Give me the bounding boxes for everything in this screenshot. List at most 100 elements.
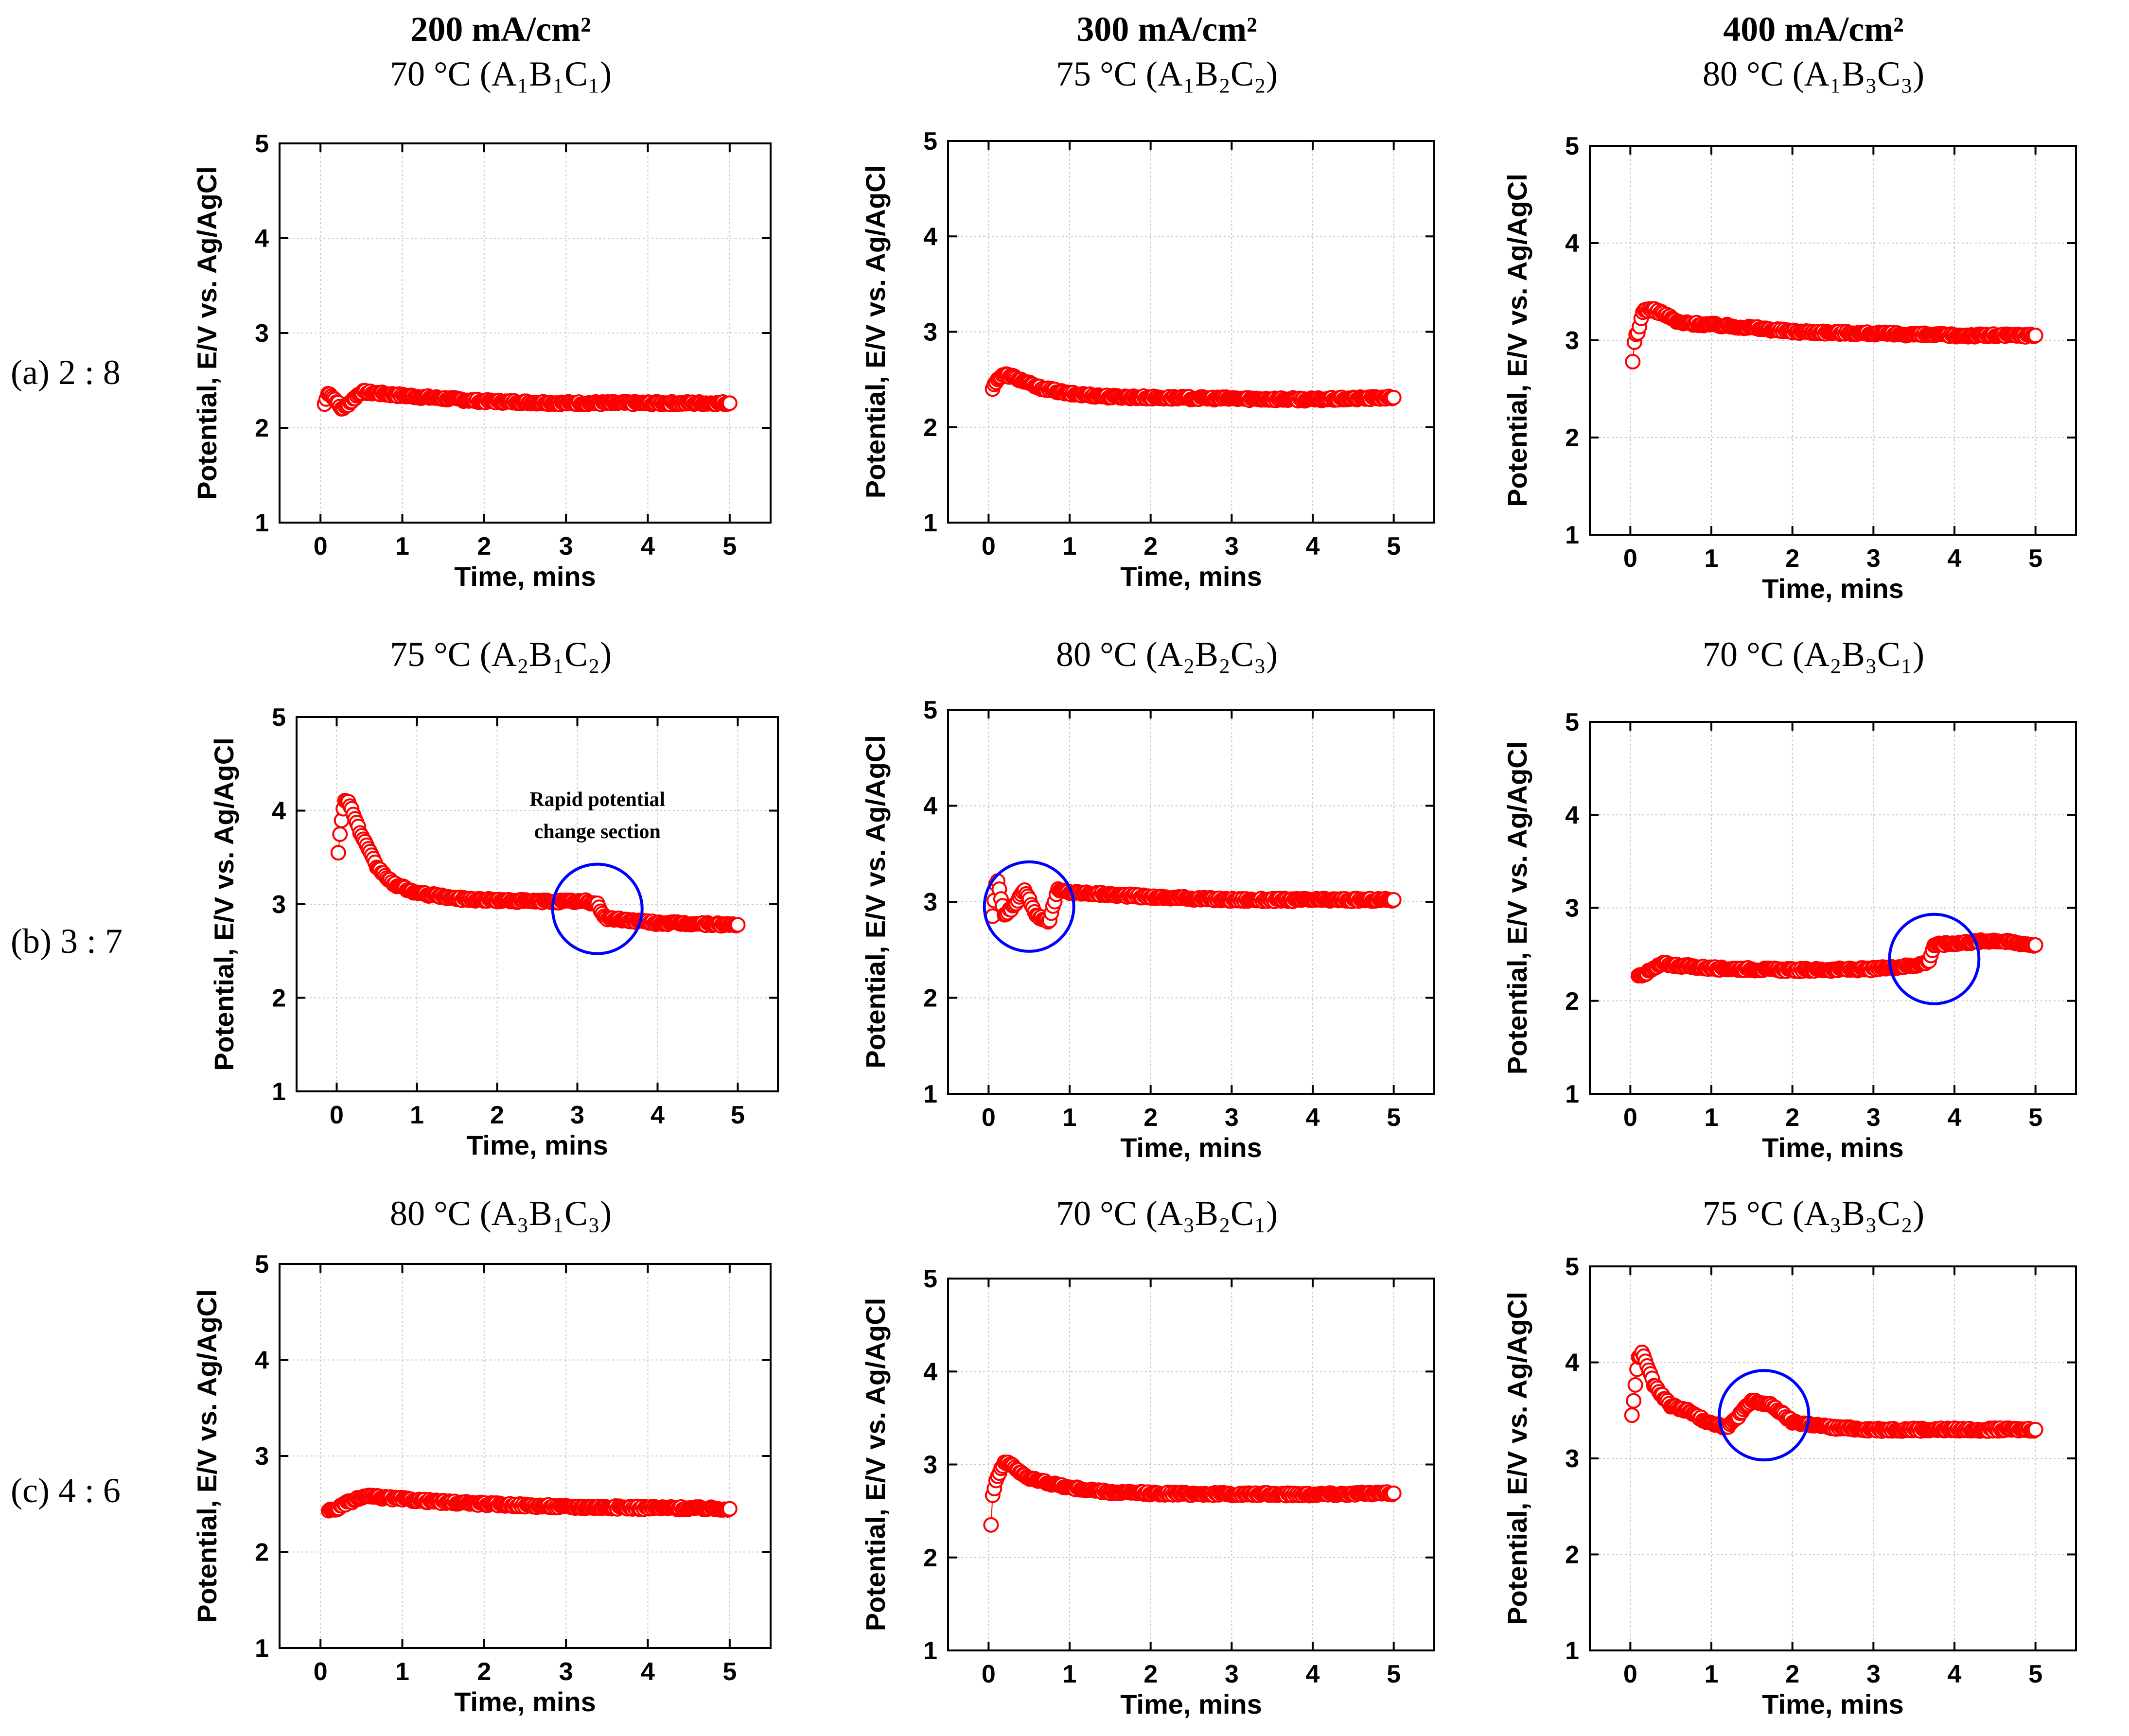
y-tick-label: 2 [272,984,286,1013]
panel-c1: 0 1 2 3 4 5 1 2 3 4 5 Time, mins Potential, E/V vs. … [192,1250,772,1717]
x-axis-label: Time, mins [1762,1132,1904,1163]
x-tick-label: 3 [1225,1660,1239,1688]
y-axis-label: Potential, E/V vs. Ag/AgCl [860,735,891,1069]
x-tick-label: 3 [559,1658,573,1686]
panel-a3: 0 1 2 3 4 5 1 2 3 4 5 Time, mins Potential, E/V vs. … [1502,132,2077,604]
x-tick-label: 0 [982,1104,996,1132]
y-tick-label: 3 [1565,894,1579,923]
y-tick-label: 5 [255,130,269,158]
y-tick-label: 3 [923,888,937,916]
x-tick-label: 3 [1866,1660,1881,1688]
x-tick-label: 1 [395,532,409,561]
panel-b2: 0 1 2 3 4 5 1 2 3 4 5 Time, mins Potential, E/V vs. … [860,696,1435,1163]
x-tick-label: 5 [2028,1104,2042,1132]
x-tick-label: 5 [2028,1660,2042,1688]
y-tick-label: 5 [923,696,937,724]
y-tick-label: 1 [1565,1080,1579,1108]
x-tick-label: 3 [1225,1104,1239,1132]
data-point [730,917,746,933]
data-point [330,845,346,861]
panel-a2: 0 1 2 3 4 5 1 2 3 4 5 Time, mins Potential, E/V vs. … [860,127,1435,592]
x-tick-label: 4 [641,1658,655,1686]
highlight-circle [551,862,644,955]
x-tick-label: 2 [1144,1104,1158,1132]
x-axis-label: Time, mins [1120,1689,1262,1719]
y-tick-label: 5 [1565,708,1579,736]
data-point [1386,389,1402,405]
x-tick-label: 0 [330,1101,344,1129]
y-tick-label: 3 [255,319,269,348]
panel-b3: 0 1 2 3 4 5 1 2 3 4 5 Time, mins Potential, E/V vs. … [1502,708,2077,1163]
data-point [721,395,738,411]
x-tick-label: 3 [559,532,573,561]
y-tick-label: 2 [1565,987,1579,1016]
panel-title-b3: 70 °C (A₂B₃C₁) [1702,635,1925,674]
x-tick-label: 3 [570,1101,584,1129]
y-tick-label: 3 [1565,327,1579,355]
x-tick-label: 2 [477,532,491,561]
y-tick-label: 1 [923,1637,937,1665]
x-tick-label: 1 [395,1658,409,1686]
column-header-current: 200 mA/cm² [410,10,591,49]
x-tick-label: 5 [1387,532,1401,561]
panel-c3: 0 1 2 3 4 5 1 2 3 4 5 Time, mins Potential, E/V vs. … [1502,1253,2077,1719]
column-header-300: 300 mA/cm² 75 °C (A₁B₂C₂) [899,7,1434,96]
column-header-400: 400 mA/cm² 80 °C (A₁B₃C₃) [1546,7,2081,96]
y-axis-label: Potential, E/V vs. Ag/AgCl [860,1298,891,1631]
y-axis-label: Potential, E/V vs. Ag/AgCl [860,165,891,499]
x-tick-label: 2 [1785,1660,1799,1688]
x-tick-label: 2 [477,1658,491,1686]
panel-a1: 0 1 2 3 4 5 1 2 3 4 5 Time, mins Potential, E/V vs. … [192,130,772,592]
highlight-circle [983,860,1075,953]
y-axis-label: Potential, E/V vs. Ag/AgCl [192,1289,222,1623]
column-header-condition: 75 °C (A₁B₂C₂) [1056,54,1278,93]
x-tick-label: 0 [982,532,996,561]
x-tick-label: 2 [1785,1104,1799,1132]
y-tick-label: 4 [272,797,286,825]
column-header-current: 400 mA/cm² [1723,10,1904,49]
x-tick-label: 0 [1623,1104,1637,1132]
y-tick-label: 1 [255,509,269,537]
x-tick-label: 4 [1306,532,1320,561]
x-tick-label: 4 [651,1101,665,1129]
y-tick-label: 1 [1565,1637,1579,1665]
x-tick-label: 1 [1063,1104,1077,1132]
data-point [983,1517,999,1533]
y-tick-label: 3 [255,1442,269,1471]
x-tick-label: 4 [1948,544,1962,573]
column-header-200: 200 mA/cm² 70 °C (A₁B₁C₁) [233,7,768,96]
x-tick-label: 2 [1144,1660,1158,1688]
y-tick-label: 3 [1565,1445,1579,1473]
y-tick-label: 5 [923,127,937,156]
data-point [1625,354,1641,369]
x-tick-label: 5 [2028,544,2042,573]
x-tick-label: 1 [1063,532,1077,561]
x-tick-label: 1 [410,1101,424,1129]
y-tick-label: 4 [1565,229,1579,258]
data-point [721,1501,738,1517]
x-axis-label: Time, mins [454,1686,596,1717]
y-tick-label: 1 [272,1078,286,1106]
y-tick-label: 1 [923,509,937,537]
x-tick-label: 0 [314,1658,328,1686]
y-tick-label: 2 [255,414,269,442]
x-tick-label: 1 [1705,544,1719,573]
highlight-circle [1718,1369,1811,1462]
x-tick-label: 1 [1705,1104,1719,1132]
x-tick-label: 5 [731,1101,745,1129]
x-tick-label: 2 [1785,544,1799,573]
y-tick-label: 5 [272,703,286,732]
x-tick-label: 1 [1705,1660,1719,1688]
x-tick-label: 4 [1306,1660,1320,1688]
data-point [1627,1377,1643,1393]
panel-title-b1: 75 °C (A₂B₁C₂) [389,635,612,674]
y-tick-label: 2 [923,414,937,442]
row-label-a: (a) 2 : 8 [11,353,121,392]
y-tick-label: 3 [923,1451,937,1479]
annotation-line2: change section [534,821,661,843]
y-tick-label: 1 [1565,521,1579,549]
data-point [1626,1393,1642,1409]
row-label-b: (b) 3 : 7 [11,922,123,961]
data-point [1624,1407,1640,1423]
